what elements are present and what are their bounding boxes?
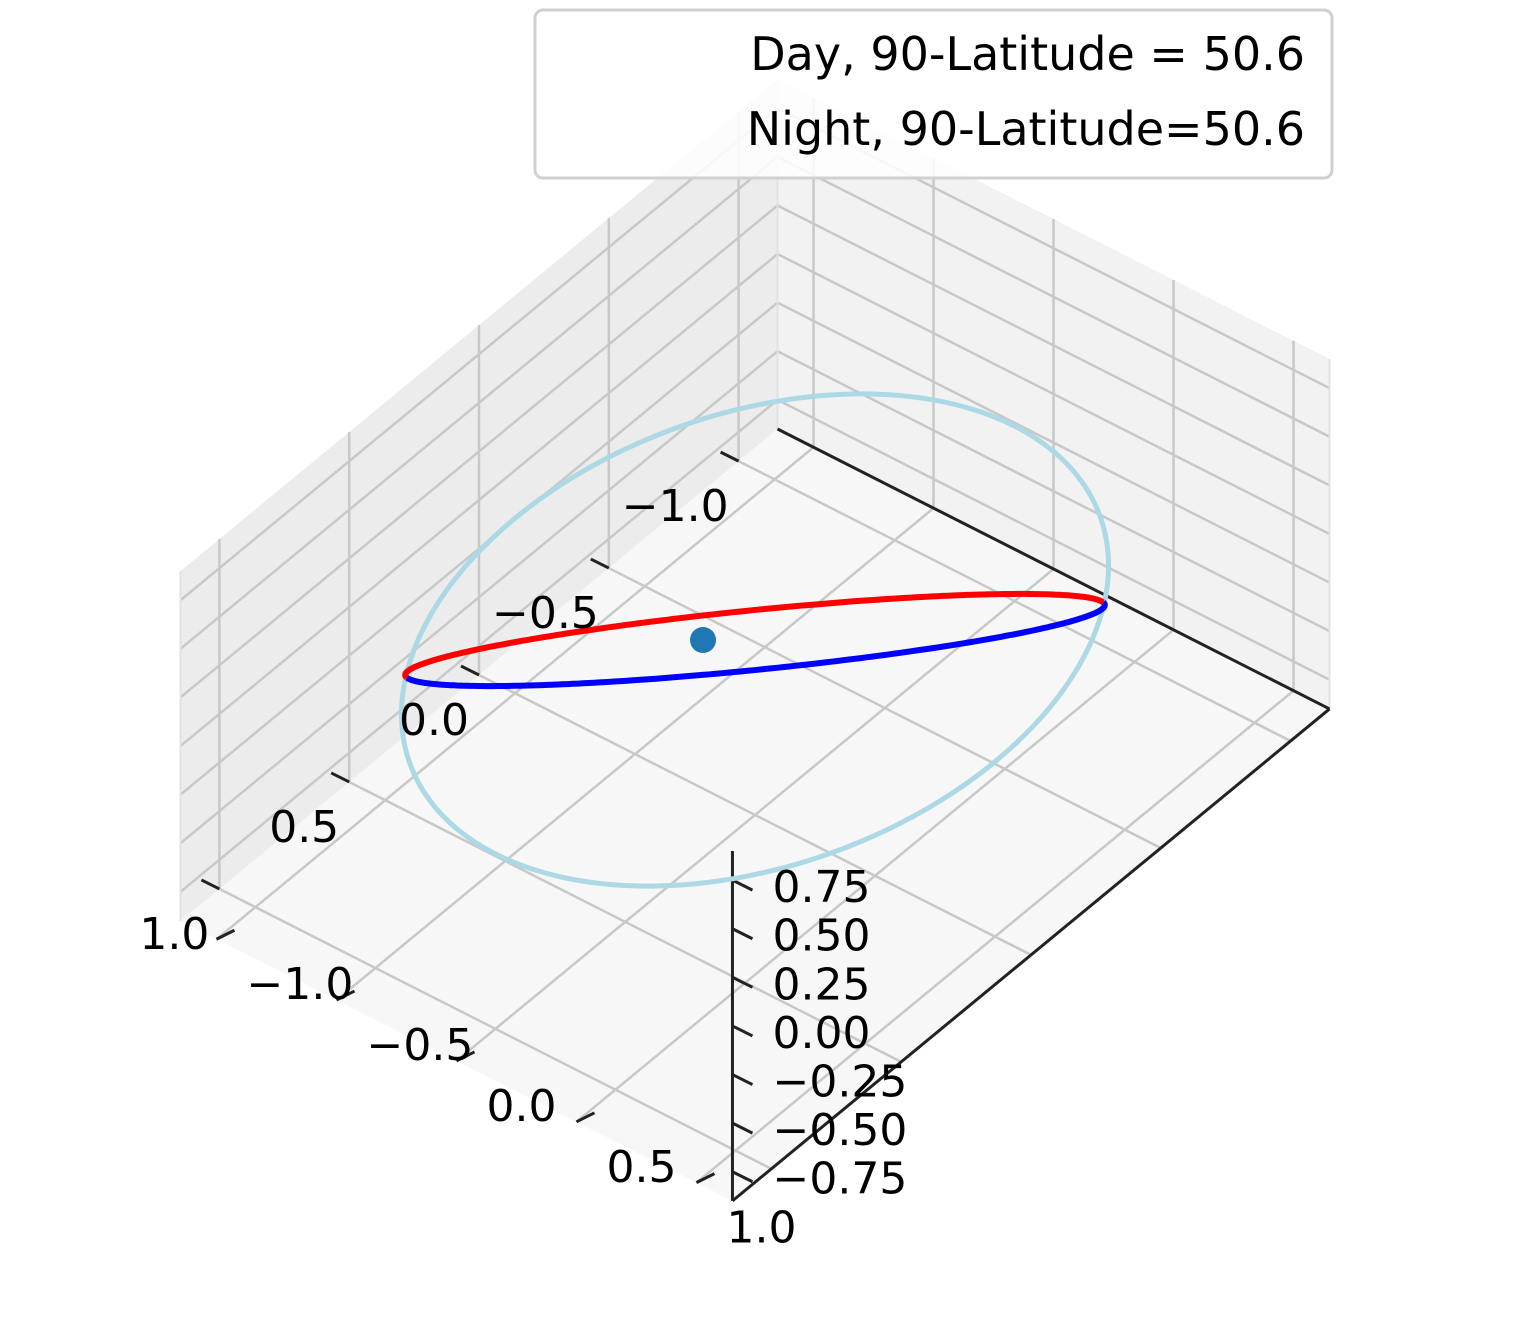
y-tick-label: 0.0 <box>487 1081 557 1132</box>
legend-frame <box>533 8 1334 180</box>
curves <box>398 391 1112 889</box>
x-tick-mark <box>330 771 350 784</box>
z-tick-mark <box>731 1024 754 1038</box>
x-axis-line <box>776 427 1331 711</box>
x-tick-label: 1.0 <box>139 909 209 960</box>
grid-line-right-z <box>179 398 779 893</box>
z-tick-label: −0.50 <box>773 1105 908 1156</box>
y-tick-label: 0.5 <box>607 1142 677 1193</box>
grid-line-floor-y <box>575 628 1175 1123</box>
night-arc <box>405 600 1108 690</box>
z-tick-label: 0.00 <box>773 1008 871 1059</box>
y-tick-mark <box>695 1172 716 1184</box>
y-tick-label: 1.0 <box>727 1203 797 1254</box>
grid-line-right-z <box>179 155 779 650</box>
grid-line-floor-y <box>215 446 815 941</box>
y-tick-mark <box>455 1050 476 1063</box>
legend: Day, 90-Latitude = 50.6 Night, 90-Latitu… <box>533 8 1334 180</box>
legend-entry-night: Night, 90-Latitude=50.6 <box>747 102 1305 156</box>
z-tick-mark <box>731 1073 754 1086</box>
grid-line-left-z <box>776 398 1331 681</box>
grid-line-right-z <box>179 204 779 699</box>
y-tick-mark <box>575 1111 596 1124</box>
grid-line-right-z <box>179 107 779 602</box>
grid-line-left-z <box>776 252 1331 536</box>
x-tick-mark <box>460 664 480 677</box>
z-tick-mark <box>731 878 754 892</box>
axis-lines <box>200 427 1331 1203</box>
legend-entry-day: Day, 90-Latitude = 50.6 <box>750 27 1305 81</box>
z-tick-mark <box>731 927 754 941</box>
x-tick-label: 0.0 <box>399 695 469 746</box>
z-tick-label: −0.75 <box>773 1154 908 1205</box>
axis-panes <box>180 79 1330 1201</box>
x-tick-label: 0.5 <box>269 802 339 853</box>
z-tick-label: 0.25 <box>773 959 871 1010</box>
grid-line-right-z <box>179 253 779 747</box>
y-tick-mark <box>335 989 356 1002</box>
z-tick-label: 0.75 <box>773 862 871 913</box>
grid-line-left-z <box>776 155 1331 438</box>
grid-line-floor-y <box>695 689 1295 1184</box>
z-tick-label: −0.25 <box>773 1057 908 1108</box>
center-point <box>690 627 716 653</box>
x-tick-mark <box>719 450 740 463</box>
grid-line-left-z <box>776 301 1331 584</box>
z-tick-mark <box>731 975 754 989</box>
z-tick-mark <box>731 1170 754 1184</box>
x-tick-mark <box>590 557 610 570</box>
tick-labels: −1.0−0.50.00.51.0−1.0−0.50.00.51.0−0.75−… <box>139 481 907 1254</box>
y-tick-mark <box>215 928 236 941</box>
x-tick-label: −0.5 <box>492 588 599 639</box>
x-tick-label: −1.0 <box>622 481 729 532</box>
x-tick-mark <box>200 878 221 891</box>
equator-circle <box>398 391 1112 889</box>
grid-line-left-z <box>776 350 1331 633</box>
z-tick-label: 0.50 <box>773 911 871 962</box>
grid-line-floor-y <box>455 568 1055 1062</box>
z-tick-mark <box>731 1121 754 1135</box>
y-tick-label: −0.5 <box>367 1020 474 1071</box>
grid-line-left-z <box>776 204 1331 487</box>
day-arc <box>402 590 1105 680</box>
grid-line-floor-y <box>335 507 935 1002</box>
y-axis-line <box>731 707 1331 1203</box>
y-tick-label: −1.0 <box>247 959 354 1010</box>
grid-line-right-z <box>179 350 779 845</box>
